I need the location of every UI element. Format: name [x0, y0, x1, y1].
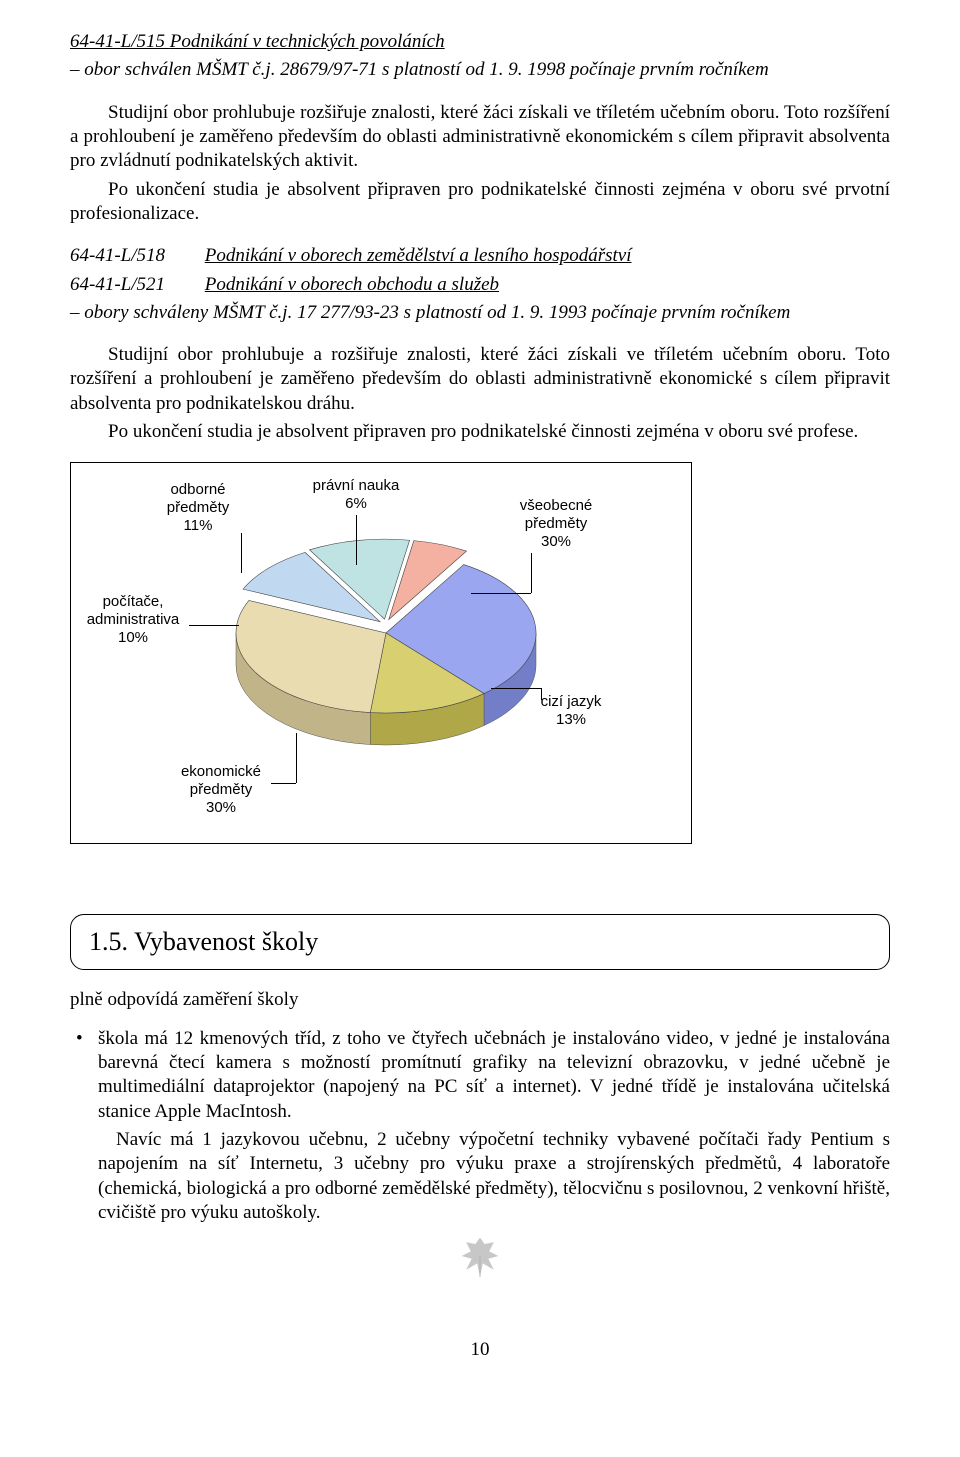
leader-line: [271, 783, 296, 784]
section-number: 1.5.: [89, 927, 128, 956]
paragraph-block-2: Studijní obor prohlubuje a rozšiřuje zna…: [70, 343, 890, 444]
program-code-1: 64-41-L/515: [70, 31, 165, 52]
section-title: 1.5. Vybavenost školy: [89, 927, 318, 956]
def-b: 64-41-L/521 Podnikání v oborech obchodu …: [70, 273, 890, 297]
chart-label-cizi-pct: 13%: [556, 711, 586, 728]
section-heading-box: 1.5. Vybavenost školy: [70, 914, 890, 970]
chart-label-pocitace-pct: 10%: [118, 629, 148, 646]
chart-label-pocitace: počítače,administrativa 10%: [73, 593, 193, 647]
chart-label-vseobecne-text: všeobecnépředměty: [520, 497, 593, 532]
chart-label-odborne-pct: 11%: [184, 517, 213, 534]
leader-line: [491, 688, 541, 689]
para2-p2: Po ukončení studia je absolvent připrave…: [70, 420, 890, 444]
def-b-code: 64-41-L/521: [70, 273, 200, 297]
chart-label-ekonomicke-pct: 30%: [206, 799, 236, 816]
chart-label-pravni: právní nauka 6%: [301, 477, 411, 513]
bullet-1-text: škola má 12 kmenových tříd, z toho ve čt…: [98, 1028, 890, 1122]
pie-chart-container: odbornépředměty 11% právní nauka 6% všeo…: [70, 462, 890, 844]
list-item: škola má 12 kmenových tříd, z toho ve čt…: [70, 1027, 890, 1124]
program-line-1: 64-41-L/515 Podnikání v technických povo…: [70, 30, 890, 54]
def-a-code: 64-41-L/518: [70, 244, 200, 268]
chart-label-pravni-text: právní nauka: [313, 477, 400, 494]
leader-line: [296, 733, 297, 783]
chart-label-pocitace-text: počítače,administrativa: [87, 593, 180, 628]
bullet-1-continuation: Navíc má 1 jazykovou učebnu, 2 učebny vý…: [70, 1128, 890, 1225]
section-title-text: Vybavenost školy: [134, 927, 318, 956]
chart-label-cizi: cizí jazyk 13%: [526, 693, 616, 729]
program-heading-1: 64-41-L/515 Podnikání v technických povo…: [70, 30, 890, 83]
def-a-name: Podnikání v oborech zemědělství a lesníh…: [205, 245, 632, 266]
leaf-icon: [457, 1233, 503, 1279]
para1-p1: Studijní obor prohlubuje rozšiřuje znalo…: [70, 101, 890, 174]
leader-line: [189, 625, 239, 626]
chart-label-pravni-pct: 6%: [345, 495, 367, 512]
chart-label-vseobecne-pct: 30%: [541, 533, 571, 550]
chart-label-vseobecne: všeobecnépředměty 30%: [501, 497, 611, 551]
leader-line: [241, 533, 242, 573]
approval-line-1: – obor schválen MŠMT č.j. 28679/97-71 s …: [70, 58, 890, 82]
def-b-name: Podnikání v oborech obchodu a služeb: [205, 274, 499, 295]
chart-label-cizi-text: cizí jazyk: [541, 693, 602, 710]
chart-label-ekonomicke: ekonomicképředměty 30%: [161, 763, 281, 817]
program-name-1: Podnikání v technických povoláních: [170, 31, 445, 52]
para2-p1: Studijní obor prohlubuje a rozšiřuje zna…: [70, 343, 890, 416]
bullet-list: škola má 12 kmenových tříd, z toho ve čt…: [70, 1027, 890, 1124]
leader-line: [471, 593, 531, 594]
approval-line-2: – obory schváleny MŠMT č.j. 17 277/93-23…: [70, 301, 890, 325]
chart-label-ekonomicke-text: ekonomicképředměty: [181, 763, 261, 798]
leader-line: [356, 515, 357, 565]
paragraph-block-1: Studijní obor prohlubuje rozšiřuje znalo…: [70, 101, 890, 227]
pie-chart-svg: [216, 533, 556, 763]
section-lead: plně odpovídá zaměření školy: [70, 988, 890, 1012]
page-number: 10: [70, 1339, 890, 1361]
leader-line: [531, 553, 532, 593]
para1-p2: Po ukončení studia je absolvent připrave…: [70, 178, 890, 227]
chart-label-odborne-text: odbornépředměty: [167, 481, 230, 516]
program-heading-2: 64-41-L/518 Podnikání v oborech zeměděls…: [70, 244, 890, 325]
pie-chart: odbornépředměty 11% právní nauka 6% všeo…: [70, 462, 692, 844]
leader-line: [541, 688, 542, 700]
def-a: 64-41-L/518 Podnikání v oborech zeměděls…: [70, 244, 890, 268]
chart-label-odborne: odbornépředměty 11%: [153, 481, 243, 535]
